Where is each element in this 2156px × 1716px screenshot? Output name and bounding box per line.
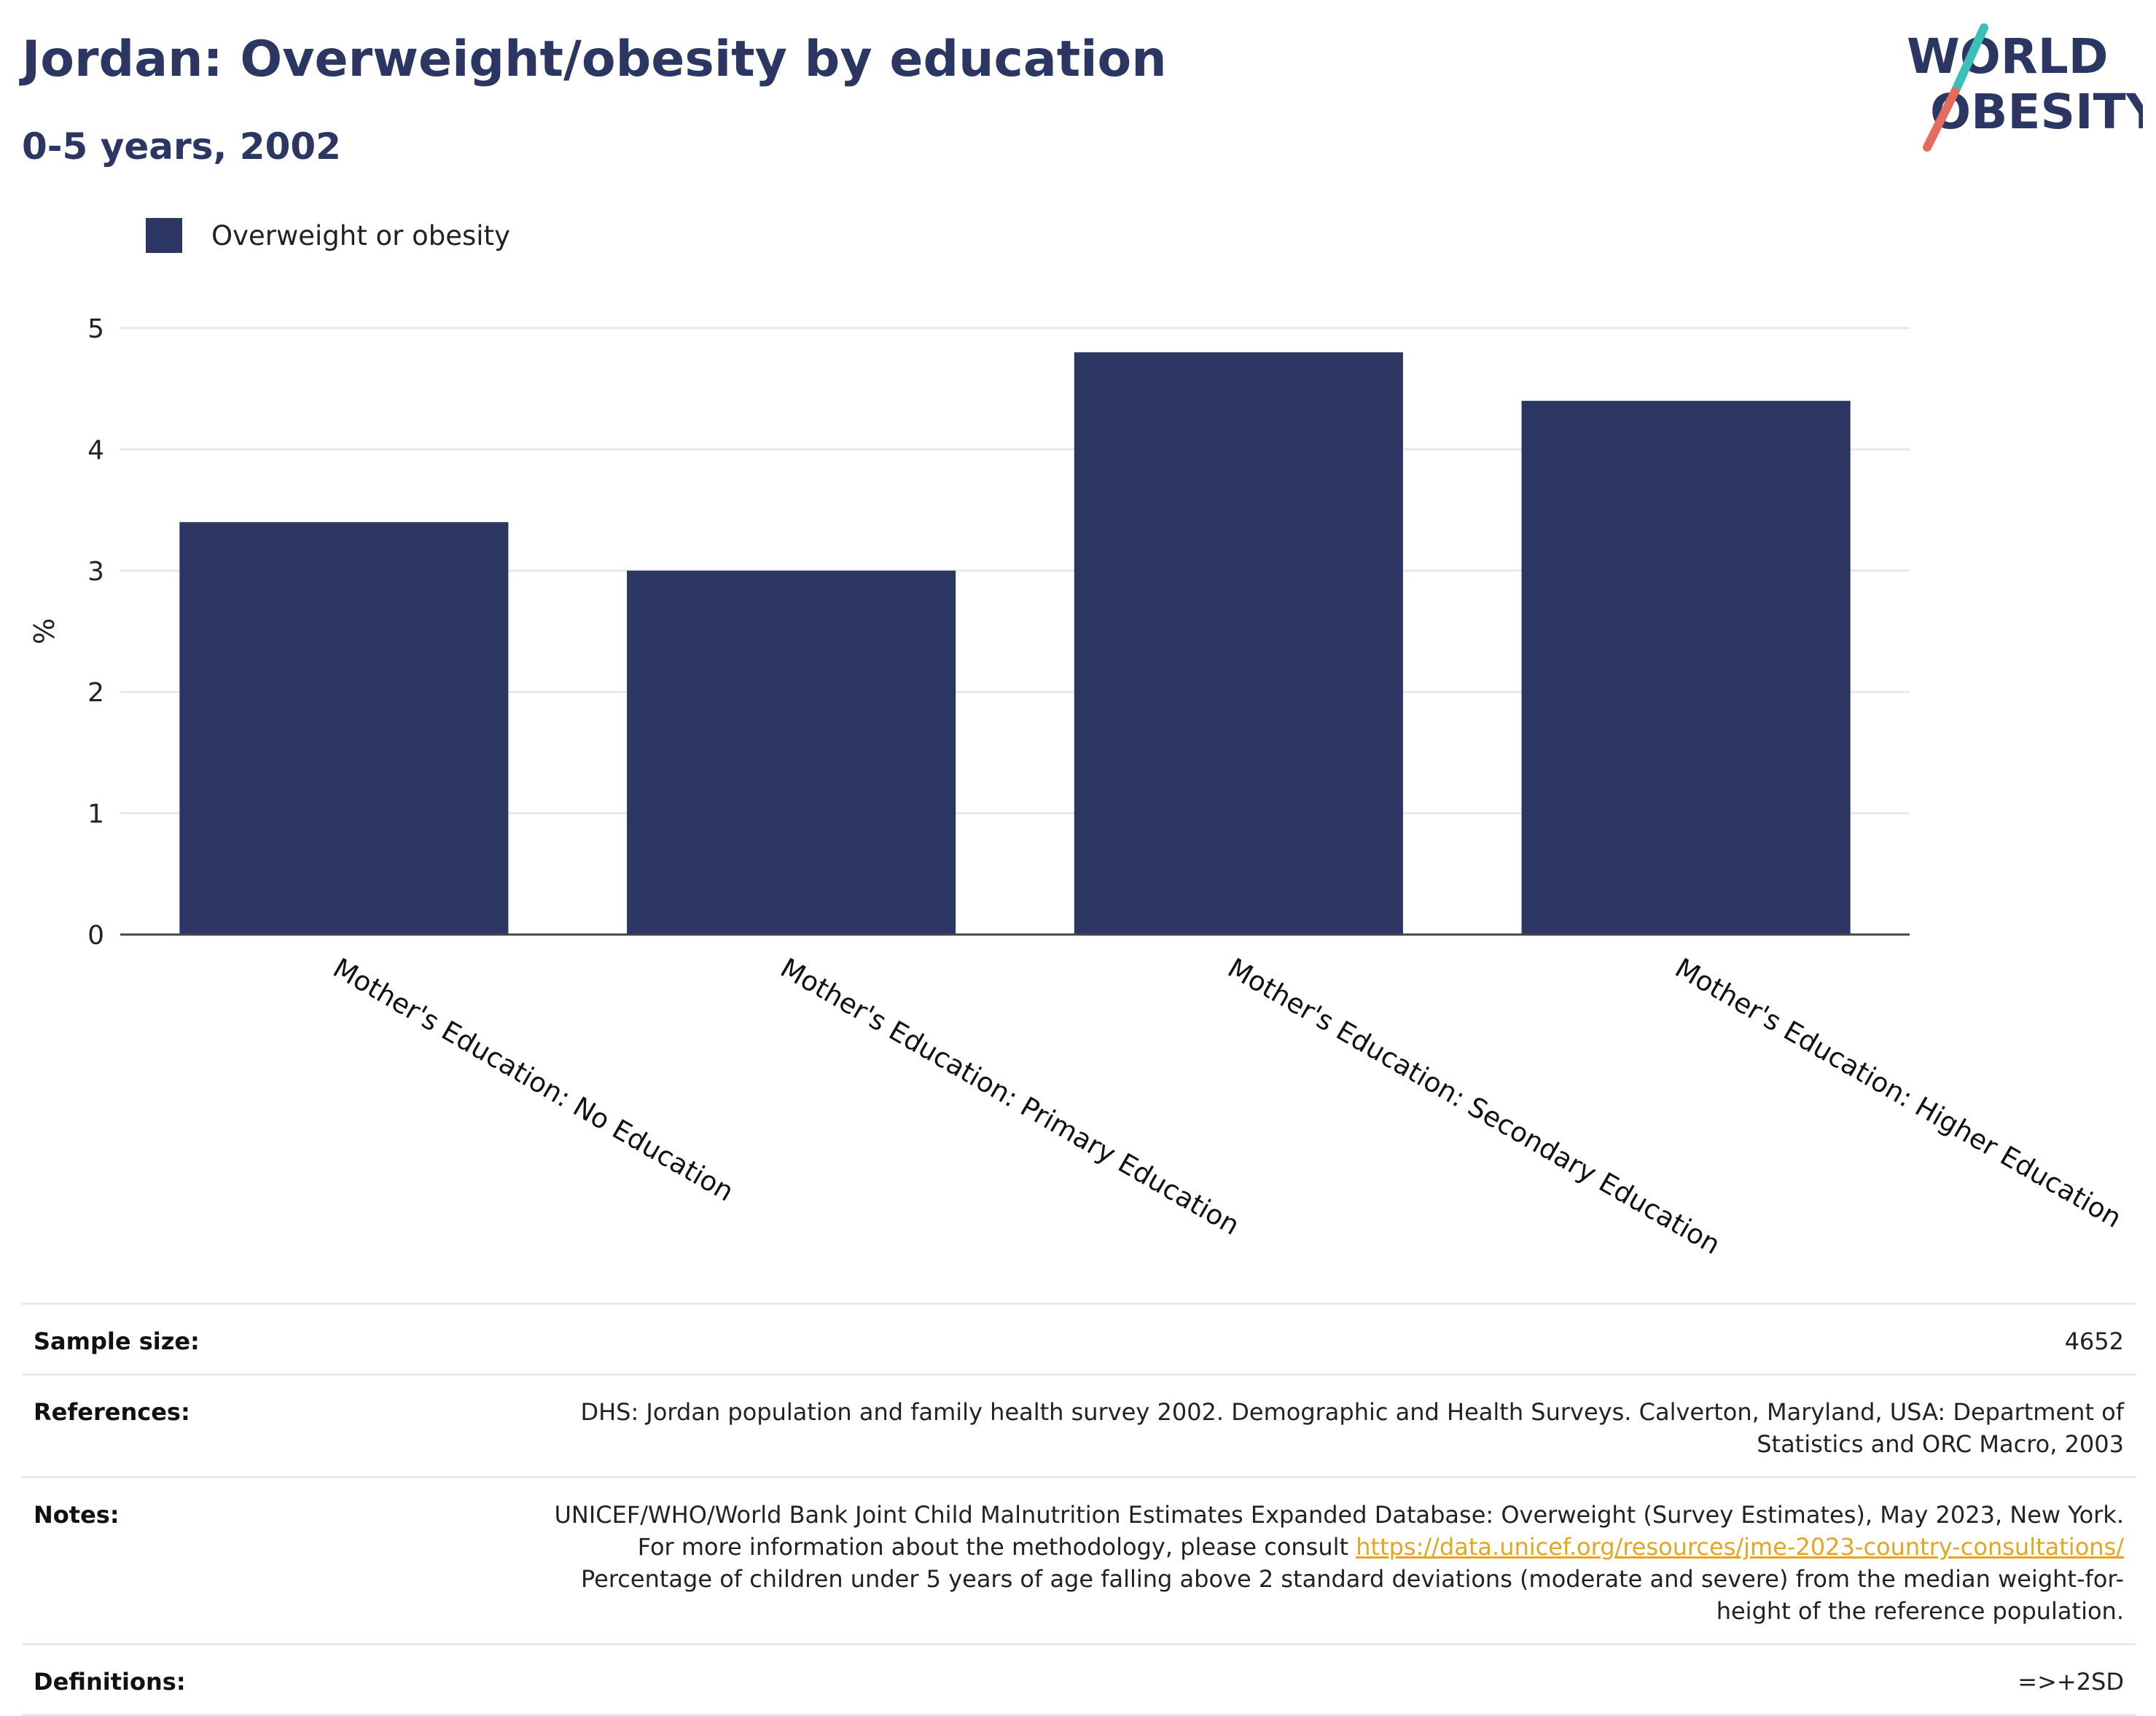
- logo-line2: OBESITY: [1930, 84, 2143, 140]
- legend: Overweight or obesity: [146, 217, 510, 254]
- y-axis-label: %: [28, 618, 60, 644]
- bar: [1074, 352, 1403, 935]
- y-tick-label: 5: [87, 314, 104, 344]
- references-row: References: DHS: Jordan population and f…: [22, 1373, 2136, 1476]
- logo-slash-top: [1950, 23, 1988, 96]
- notes-text-after: Percentage of children under 5 years of …: [581, 1565, 2124, 1625]
- x-tick-label: Mother's Education: Higher Education: [1670, 952, 2127, 1234]
- sample-size-label: Sample size:: [34, 1327, 200, 1355]
- definitions-row: Definitions: =>+2SD: [22, 1643, 2136, 1716]
- y-tick-label: 2: [87, 678, 104, 708]
- notes-row: Notes: UNICEF/WHO/World Bank Joint Child…: [22, 1476, 2136, 1643]
- y-tick-label: 0: [87, 921, 104, 951]
- y-tick-label: 4: [87, 435, 104, 465]
- notes-value: UNICEF/WHO/World Bank Joint Child Malnut…: [535, 1499, 2125, 1627]
- definitions-value: =>+2SD: [2018, 1668, 2124, 1696]
- bar: [1521, 400, 1851, 935]
- logo-slash-bottom: [1923, 87, 1959, 152]
- chart-subtitle: 0-5 years, 2002: [22, 125, 341, 168]
- notes-text-before: UNICEF/WHO/World Bank Joint Child Malnut…: [554, 1501, 2125, 1561]
- references-value: DHS: Jordan population and family health…: [580, 1398, 2124, 1458]
- references-label: References:: [34, 1398, 190, 1426]
- methodology-link[interactable]: https://data.unicef.org/resources/jme-20…: [1356, 1533, 2124, 1561]
- x-tick-label: Mother's Education: Secondary Education: [1222, 952, 1725, 1260]
- world-obesity-logo: WORLD OBESITY: [1907, 23, 2143, 152]
- notes-label: Notes:: [34, 1501, 120, 1529]
- sample-size-row: Sample size: 4652: [22, 1303, 2136, 1373]
- x-tick-label: Mother's Education: No Education: [328, 952, 739, 1207]
- definitions-label: Definitions:: [34, 1668, 186, 1696]
- legend-swatch: [146, 218, 182, 253]
- bar: [627, 570, 956, 935]
- logo-line1: WORLD: [1907, 28, 2109, 85]
- x-tick-label: Mother's Education: Primary Education: [776, 952, 1245, 1241]
- y-tick-label: 1: [87, 800, 104, 830]
- y-tick-label: 3: [87, 557, 104, 587]
- sample-size-value: 4652: [2064, 1327, 2124, 1355]
- chart-title: Jordan: Overweight/obesity by education: [22, 31, 1167, 88]
- legend-label: Overweight or obesity: [211, 219, 510, 251]
- info-table: Sample size: 4652 References: DHS: Jorda…: [22, 1303, 2136, 1716]
- bar: [179, 522, 509, 935]
